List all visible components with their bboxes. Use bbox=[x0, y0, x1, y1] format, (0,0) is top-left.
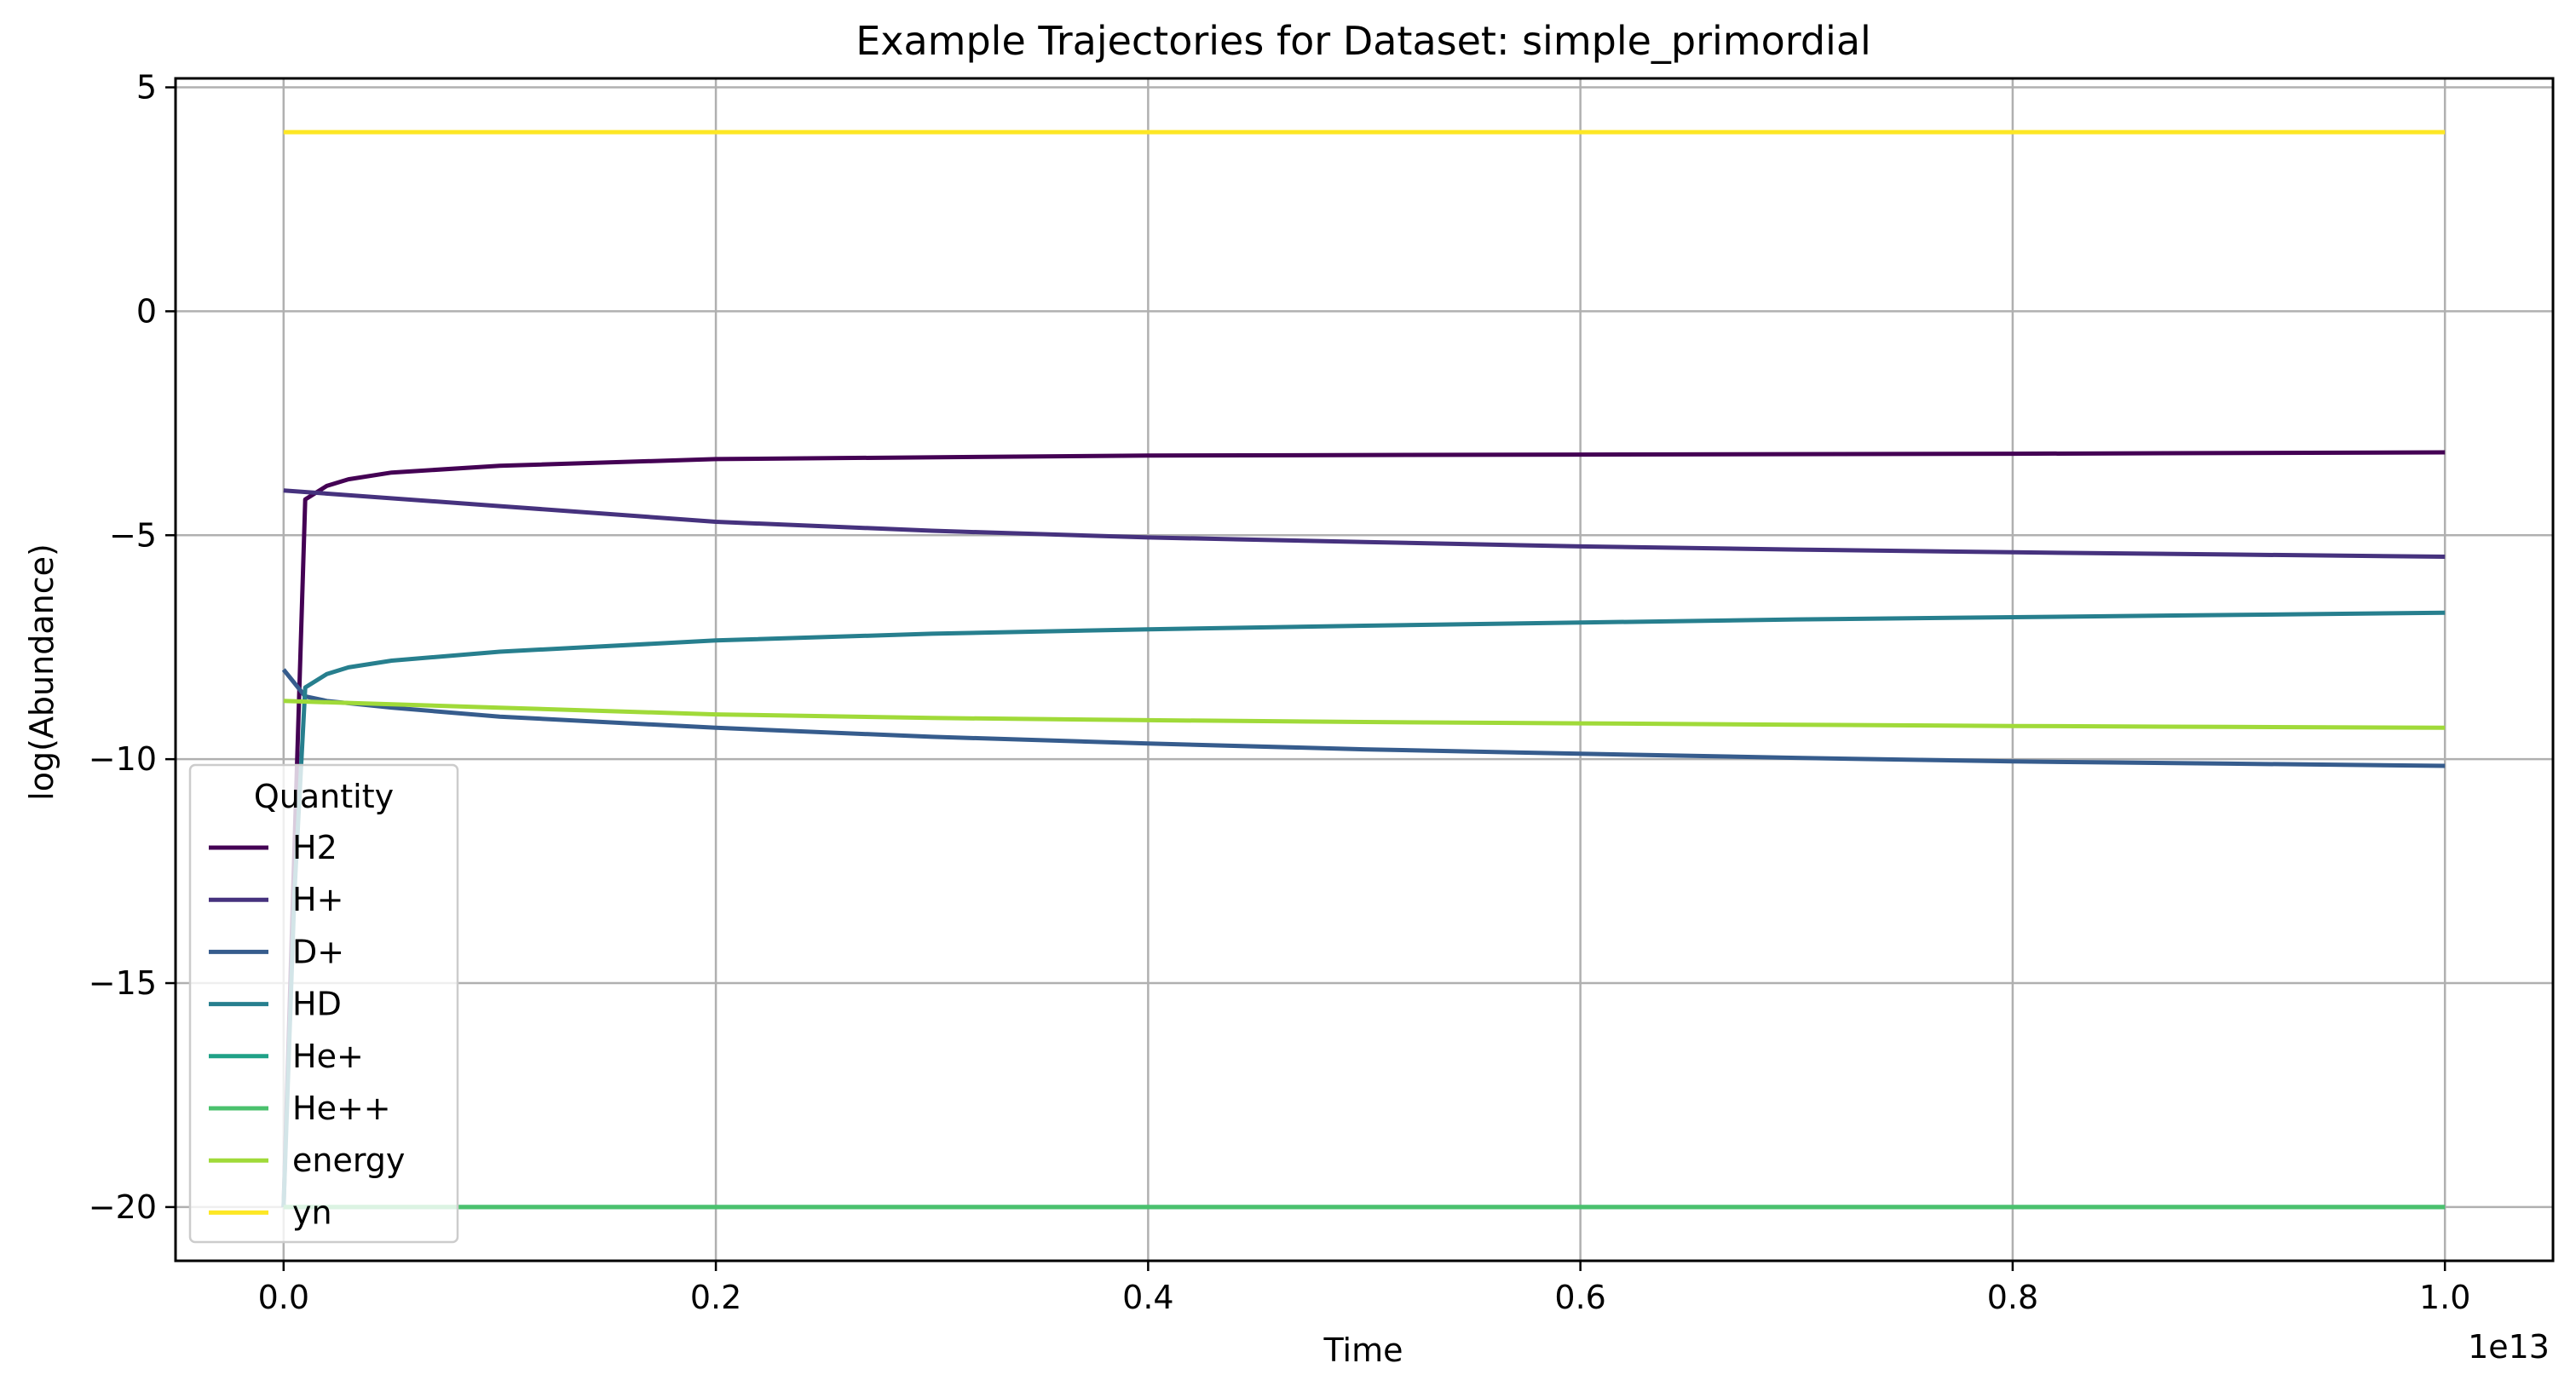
grid-lines bbox=[176, 78, 2553, 1261]
legend-entry: He++ bbox=[292, 1090, 391, 1127]
y-axis: 5 0 −5 −10 −15 −20 bbox=[89, 69, 176, 1226]
series-line-hd bbox=[281, 610, 2446, 1207]
legend: Quantity H2 H+ D+ HD He+ He++ energy yn bbox=[188, 763, 459, 1244]
legend-entry: H+ bbox=[292, 881, 343, 918]
legend-entry: D+ bbox=[292, 933, 344, 970]
y-tick-label: 5 bbox=[136, 69, 157, 106]
y-tick-label: −15 bbox=[89, 964, 157, 1002]
series-line-h2 bbox=[281, 450, 2446, 1207]
y-tick-label: −20 bbox=[89, 1188, 157, 1226]
chart-title: Example Trajectories for Dataset: simple… bbox=[856, 18, 1871, 64]
x-tick-label: 1.0 bbox=[2419, 1279, 2470, 1316]
plot-frame bbox=[174, 77, 2555, 1263]
legend-entry: He+ bbox=[292, 1038, 364, 1075]
x-tick-label: 0.8 bbox=[1987, 1279, 2038, 1316]
y-axis-label: log(Abundance) bbox=[23, 544, 61, 801]
legend-entry: yn bbox=[292, 1194, 332, 1231]
x-tick-label: 0.6 bbox=[1554, 1279, 1605, 1316]
x-tick-label: 0.0 bbox=[258, 1279, 309, 1316]
legend-entry: energy bbox=[292, 1142, 405, 1179]
series-layer bbox=[281, 129, 2446, 1210]
y-tick-label: 0 bbox=[136, 292, 157, 330]
series-line-hplus bbox=[283, 488, 2446, 559]
legend-entry: H2 bbox=[292, 829, 337, 866]
x-axis-offset-label: 1e13 bbox=[2468, 1328, 2550, 1366]
legend-box bbox=[188, 763, 459, 1244]
y-tick-label: −5 bbox=[109, 516, 157, 554]
x-axis-label: Time bbox=[1323, 1332, 1403, 1369]
x-axis: 0.0 0.2 0.4 0.6 0.8 1.0 bbox=[258, 1261, 2470, 1316]
legend-entry: HD bbox=[292, 986, 342, 1023]
series-line-energy bbox=[283, 699, 2446, 730]
y-tick-label: −10 bbox=[89, 740, 157, 778]
legend-title: Quantity bbox=[254, 778, 394, 815]
x-tick-label: 0.4 bbox=[1122, 1279, 1173, 1316]
x-tick-label: 0.2 bbox=[690, 1279, 741, 1316]
